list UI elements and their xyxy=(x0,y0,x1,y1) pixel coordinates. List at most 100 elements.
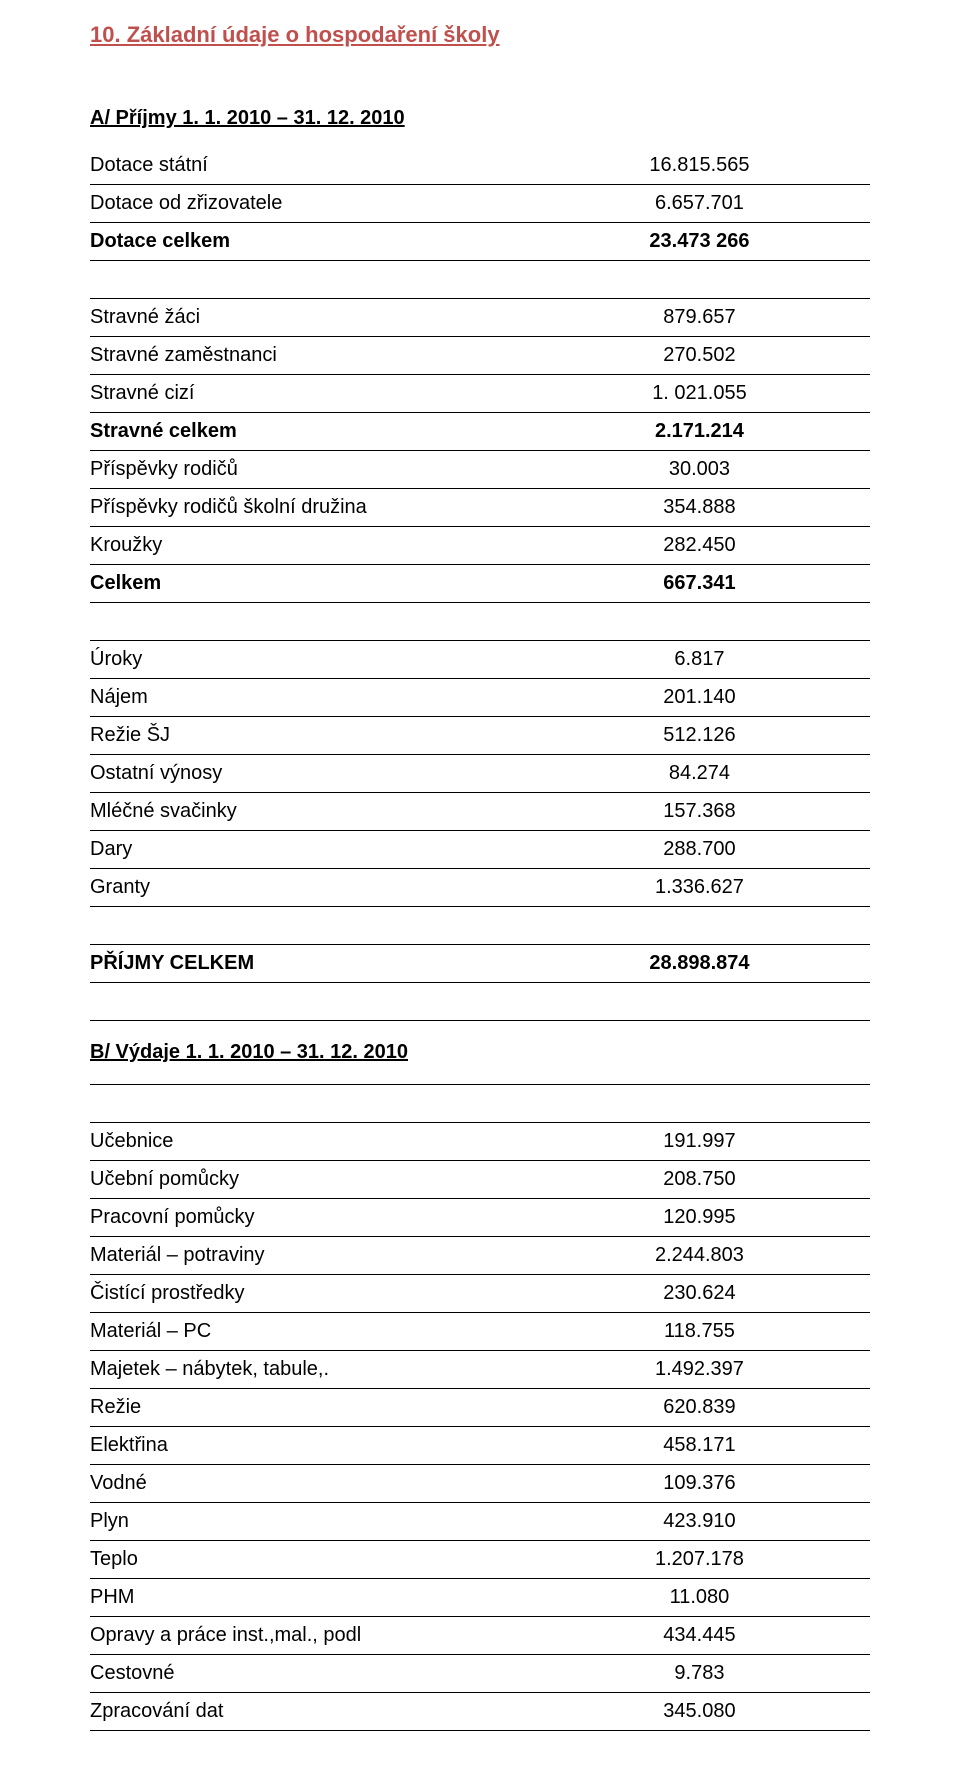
table-row: Čistící prostředky230.624 xyxy=(90,1274,870,1312)
empty-ruled-row xyxy=(90,982,870,1020)
page-heading: 10. Základní údaje o hospodaření školy xyxy=(90,20,870,50)
row-value: 458.171 xyxy=(534,1426,870,1464)
table-row: Dary288.700 xyxy=(90,830,870,868)
row-value: 11.080 xyxy=(534,1578,870,1616)
row-label: Kroužky xyxy=(90,526,534,564)
row-label: Teplo xyxy=(90,1540,534,1578)
table-row: Vodné109.376 xyxy=(90,1464,870,1502)
table-row: Elektřina458.171 xyxy=(90,1426,870,1464)
empty-ruled-row xyxy=(90,260,870,298)
row-value: 109.376 xyxy=(534,1464,870,1502)
table-row: Kroužky282.450 xyxy=(90,526,870,564)
table-row: Celkem667.341 xyxy=(90,564,870,602)
row-label: PHM xyxy=(90,1578,534,1616)
table-row: Nájem201.140 xyxy=(90,678,870,716)
row-label: Dary xyxy=(90,830,534,868)
table-row: Materiál – potraviny2.244.803 xyxy=(90,1236,870,1274)
empty-ruled-row xyxy=(90,602,870,640)
row-label: Ostatní výnosy xyxy=(90,754,534,792)
table-row: Stravné cizí1. 021.055 xyxy=(90,374,870,412)
row-label: Granty xyxy=(90,868,534,906)
row-value: 512.126 xyxy=(534,716,870,754)
empty-ruled-row xyxy=(90,906,870,944)
row-value: 2.171.214 xyxy=(534,412,870,450)
row-value: 620.839 xyxy=(534,1388,870,1426)
table-row: Zpracování dat345.080 xyxy=(90,1692,870,1730)
row-value: 6.657.701 xyxy=(534,184,870,222)
row-value: 434.445 xyxy=(534,1616,870,1654)
row-value: 208.750 xyxy=(534,1160,870,1198)
row-label: Nájem xyxy=(90,678,534,716)
table-row: Cestovné9.783 xyxy=(90,1654,870,1692)
section-a-title: A/ Příjmy 1. 1. 2010 – 31. 12. 2010 xyxy=(90,105,870,132)
table-row: Plyn423.910 xyxy=(90,1502,870,1540)
table-row: Materiál – PC118.755 xyxy=(90,1312,870,1350)
row-label: Majetek – nábytek, tabule,. xyxy=(90,1350,534,1388)
row-value: 288.700 xyxy=(534,830,870,868)
row-label: Dotace od zřizovatele xyxy=(90,184,534,222)
table-row: Režie ŠJ512.126 xyxy=(90,716,870,754)
row-value: 270.502 xyxy=(534,336,870,374)
table-row: Opravy a práce inst.,mal., podl434.445 xyxy=(90,1616,870,1654)
row-label: Režie xyxy=(90,1388,534,1426)
row-value: 1.492.397 xyxy=(534,1350,870,1388)
row-label: Dotace státní xyxy=(90,147,534,185)
table-row: Příspěvky rodičů školní družina354.888 xyxy=(90,488,870,526)
row-label: Stravné žáci xyxy=(90,298,534,336)
table-row: Učební pomůcky208.750 xyxy=(90,1160,870,1198)
row-label: Příspěvky rodičů školní družina xyxy=(90,488,534,526)
row-label: Materiál – potraviny xyxy=(90,1236,534,1274)
row-value: 28.898.874 xyxy=(534,944,870,982)
table-row: Stravné žáci879.657 xyxy=(90,298,870,336)
row-value: 9.783 xyxy=(534,1654,870,1692)
row-value: 120.995 xyxy=(534,1198,870,1236)
row-value: 118.755 xyxy=(534,1312,870,1350)
row-value: 23.473 266 xyxy=(534,222,870,260)
row-label: Mléčné svačinky xyxy=(90,792,534,830)
row-value: 423.910 xyxy=(534,1502,870,1540)
table-row: Dotace státní16.815.565 xyxy=(90,147,870,185)
row-label: Stravné zaměstnanci xyxy=(90,336,534,374)
table-row: Úroky6.817 xyxy=(90,640,870,678)
row-value: 201.140 xyxy=(534,678,870,716)
empty-ruled-row xyxy=(90,1084,870,1122)
table-row: Stravné zaměstnanci270.502 xyxy=(90,336,870,374)
row-value: 667.341 xyxy=(534,564,870,602)
row-label: Cestovné xyxy=(90,1654,534,1692)
row-label: Pracovní pomůcky xyxy=(90,1198,534,1236)
row-label: Stravné cizí xyxy=(90,374,534,412)
row-label: Příspěvky rodičů xyxy=(90,450,534,488)
table-row: Ostatní výnosy84.274 xyxy=(90,754,870,792)
row-label: PŘÍJMY CELKEM xyxy=(90,944,534,982)
table-row: PŘÍJMY CELKEM28.898.874 xyxy=(90,944,870,982)
row-value: 16.815.565 xyxy=(534,147,870,185)
table-row: Mléčné svačinky157.368 xyxy=(90,792,870,830)
row-value: 191.997 xyxy=(534,1122,870,1160)
row-value: 1.207.178 xyxy=(534,1540,870,1578)
row-label: Stravné celkem xyxy=(90,412,534,450)
table-row: Dotace od zřizovatele6.657.701 xyxy=(90,184,870,222)
row-label: Zpracování dat xyxy=(90,1692,534,1730)
financial-table: Dotace státní16.815.565Dotace od zřizova… xyxy=(90,147,870,1731)
row-label: Elektřina xyxy=(90,1426,534,1464)
row-value: 345.080 xyxy=(534,1692,870,1730)
row-label: Opravy a práce inst.,mal., podl xyxy=(90,1616,534,1654)
row-value: 157.368 xyxy=(534,792,870,830)
row-value: 879.657 xyxy=(534,298,870,336)
row-label: Celkem xyxy=(90,564,534,602)
table-row: Granty1.336.627 xyxy=(90,868,870,906)
row-value: 1.336.627 xyxy=(534,868,870,906)
row-label: Čistící prostředky xyxy=(90,1274,534,1312)
row-label: Materiál – PC xyxy=(90,1312,534,1350)
table-row: Stravné celkem2.171.214 xyxy=(90,412,870,450)
row-label: Plyn xyxy=(90,1502,534,1540)
row-label: Učební pomůcky xyxy=(90,1160,534,1198)
table-row: Pracovní pomůcky120.995 xyxy=(90,1198,870,1236)
row-value: 1. 021.055 xyxy=(534,374,870,412)
row-value: 282.450 xyxy=(534,526,870,564)
row-value: 30.003 xyxy=(534,450,870,488)
row-label: Učebnice xyxy=(90,1122,534,1160)
table-row: Majetek – nábytek, tabule,.1.492.397 xyxy=(90,1350,870,1388)
table-row: Režie620.839 xyxy=(90,1388,870,1426)
row-label: Úroky xyxy=(90,640,534,678)
